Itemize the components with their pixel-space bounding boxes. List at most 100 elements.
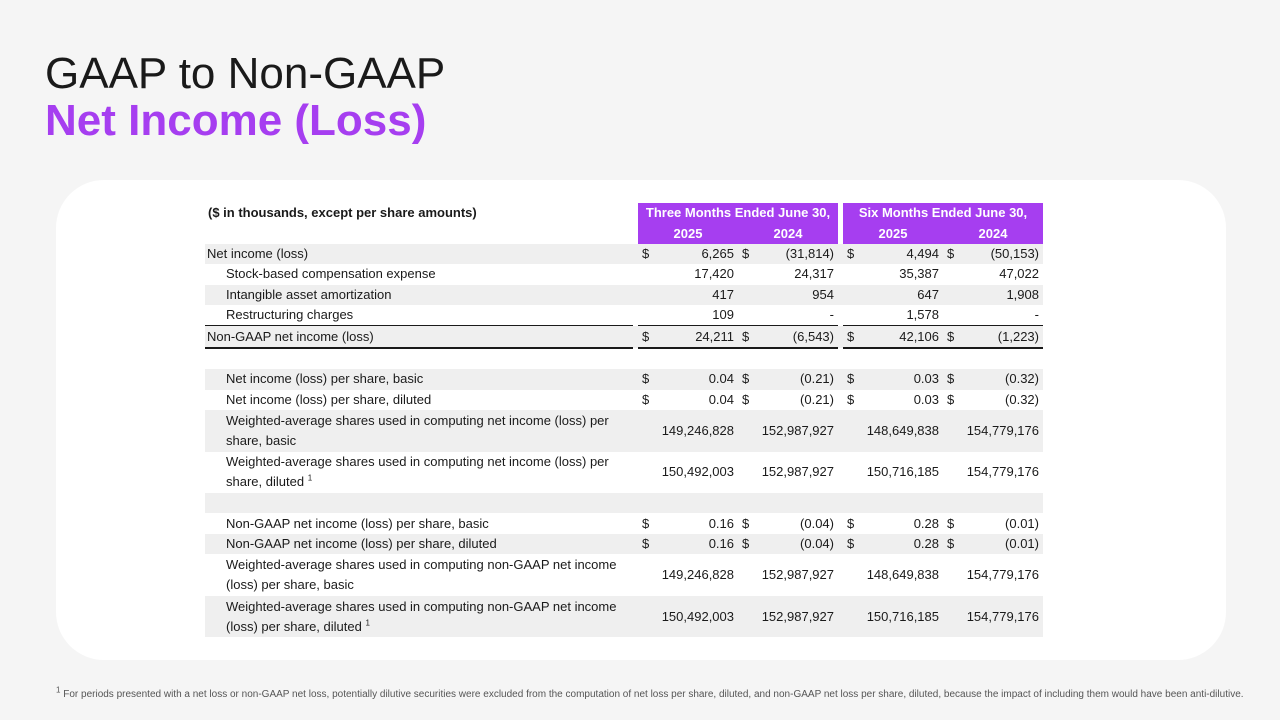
- year-header: 2025: [638, 223, 738, 244]
- table-row: Intangible asset amortization 417 954 64…: [205, 284, 1043, 305]
- footnote-mark: 1: [307, 473, 313, 483]
- row-label: Weighted-average shares used in computin…: [226, 557, 617, 593]
- dollar-sign: $: [943, 533, 955, 555]
- dollar-sign: $: [742, 391, 750, 407]
- cell-value: (0.04): [750, 533, 838, 555]
- dollar-sign: $: [742, 515, 750, 531]
- cell-value: 42,106: [855, 325, 943, 349]
- year-header: 2024: [738, 223, 838, 244]
- footnote-text: For periods presented with a net loss or…: [63, 689, 1244, 700]
- cell-value: (6,543): [750, 325, 838, 349]
- cell-value: (0.32): [1005, 391, 1039, 407]
- cell-value: 47,022: [999, 266, 1039, 282]
- cell-value: 154,779,176: [966, 567, 1039, 583]
- dollar-sign: $: [638, 243, 650, 265]
- cell-value: 0.03: [855, 369, 943, 390]
- cell-value: 417: [650, 284, 738, 305]
- dollar-sign: $: [843, 369, 855, 390]
- dollar-sign: $: [642, 391, 650, 407]
- cell-value: 152,987,927: [761, 567, 834, 583]
- row-label: Stock-based compensation expense: [226, 266, 436, 282]
- cell-value: 149,246,828: [661, 567, 734, 583]
- dollar-sign: $: [642, 515, 650, 531]
- table-row: Non-GAAP net income (loss) per share, ba…: [205, 513, 1043, 533]
- cell-value: 152,987,927: [750, 409, 838, 452]
- cell-value: 6,265: [650, 243, 738, 265]
- cell-value: (50,153): [955, 243, 1043, 265]
- total-row: Non-GAAP net income (loss) $ 24,211 $ (6…: [205, 325, 1043, 349]
- footnote: 1 For periods presented with a net loss …: [56, 685, 1271, 701]
- table-row: Weighted-average shares used in computin…: [205, 595, 1043, 638]
- cell-value: 152,987,927: [761, 464, 834, 480]
- cell-value: 647: [855, 284, 943, 305]
- units-label: ($ in thousands, except per share amount…: [208, 205, 477, 221]
- dollar-sign: $: [843, 243, 855, 265]
- cell-value: (0.21): [800, 391, 834, 407]
- dollar-sign: $: [843, 533, 855, 555]
- dollar-sign: $: [638, 369, 650, 390]
- cell-value: 4,494: [855, 243, 943, 265]
- slide-title: GAAP to Non-GAAP: [45, 49, 446, 98]
- dollar-sign: $: [738, 325, 750, 349]
- cell-value: 149,246,828: [650, 409, 738, 452]
- cell-value: 150,492,003: [661, 464, 734, 480]
- dollar-sign: $: [638, 533, 650, 555]
- dollar-sign: $: [738, 533, 750, 555]
- table-row: Net income (loss) per share, basic $ 0.0…: [205, 369, 1043, 390]
- dollar-sign: $: [947, 515, 955, 531]
- table-row: Stock-based compensation expense 17,420 …: [205, 264, 1043, 284]
- cell-value: 0.28: [855, 533, 943, 555]
- table-row: Weighted-average shares used in computin…: [205, 409, 1043, 452]
- year-header: 2024: [943, 223, 1043, 244]
- cell-value: 0.16: [650, 533, 738, 555]
- row-label: Non-GAAP net income (loss) per share, ba…: [226, 515, 489, 531]
- row-label: Weighted-average shares used in computin…: [205, 409, 633, 452]
- row-label: Intangible asset amortization: [205, 284, 633, 305]
- footnote-mark: 1: [365, 618, 370, 628]
- dollar-sign: $: [947, 391, 955, 407]
- cell-value: 150,716,185: [855, 595, 943, 638]
- cell-value: (0.21): [750, 369, 838, 390]
- cell-value: 0.16: [708, 515, 734, 531]
- row-label: Net income (loss) per share, diluted: [226, 391, 432, 407]
- three-months-header: Three Months Ended June 30,: [638, 203, 838, 224]
- dollar-sign: $: [738, 243, 750, 265]
- six-months-header: Six Months Ended June 30,: [843, 203, 1043, 224]
- cell-value: 150,716,185: [866, 464, 939, 480]
- dollar-sign: $: [843, 325, 855, 349]
- cell-value: 148,649,838: [855, 409, 943, 452]
- dollar-sign: $: [943, 325, 955, 349]
- cell-value: 150,492,003: [650, 595, 738, 638]
- dollar-sign: $: [943, 243, 955, 265]
- row-label: Non-GAAP net income (loss): [205, 325, 633, 349]
- cell-value: 148,649,838: [866, 567, 939, 583]
- dollar-sign: $: [638, 325, 650, 349]
- cell-value: 0.03: [913, 391, 939, 407]
- dollar-sign: $: [738, 369, 750, 390]
- row-label: Non-GAAP net income (loss) per share, di…: [205, 533, 633, 555]
- cell-value: 152,987,927: [750, 595, 838, 638]
- cell-value: (0.01): [955, 533, 1043, 555]
- cell-value: 35,387: [899, 266, 939, 282]
- cell-value: (31,814): [750, 243, 838, 265]
- table-row: Restructuring charges 109 - 1,578 -: [205, 305, 1043, 326]
- cell-value: 109: [712, 307, 734, 323]
- cell-value: (0.32): [955, 369, 1043, 390]
- cell-value: 1,578: [906, 307, 939, 323]
- cell-value: 154,779,176: [955, 409, 1043, 452]
- gaap-reconciliation-table: ($ in thousands, except per share amount…: [205, 203, 1043, 638]
- dollar-sign: $: [847, 515, 855, 531]
- table-row: Non-GAAP net income (loss) per share, di…: [205, 533, 1043, 555]
- dollar-sign: $: [847, 391, 855, 407]
- cell-value: 0.04: [650, 369, 738, 390]
- row-label: Restructuring charges: [226, 307, 354, 323]
- cell-value: 24,211: [650, 325, 738, 349]
- row-label: Weighted-average shares used in computin…: [226, 454, 609, 490]
- footnote-mark: 1: [56, 685, 61, 695]
- cell-value: -: [1034, 307, 1039, 323]
- cell-value: -: [829, 307, 834, 323]
- cell-value: 154,779,176: [966, 464, 1039, 480]
- table-row: Weighted-average shares used in computin…: [205, 554, 1043, 596]
- cell-value: 954: [750, 284, 838, 305]
- cell-value: 0.04: [708, 391, 734, 407]
